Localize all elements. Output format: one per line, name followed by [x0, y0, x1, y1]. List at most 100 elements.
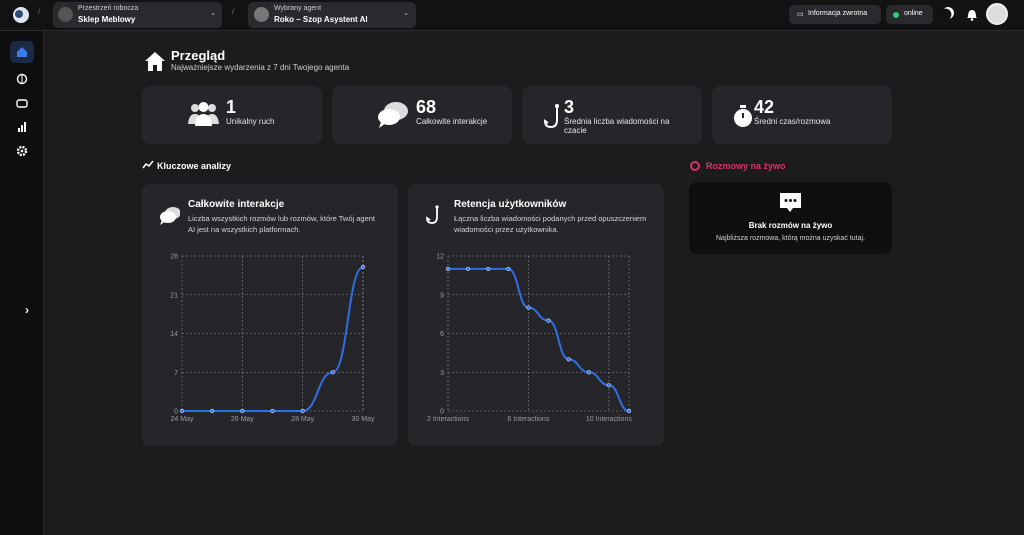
top-bar: / Przestrzeń robocza Sklep Meblowy ⌄ / W…	[0, 0, 1024, 31]
chart-plot: 0 7 14 21 28 24 May 26 May 28 May 30 May	[170, 254, 375, 424]
stat-value: 1	[226, 97, 237, 117]
separator: /	[232, 9, 234, 16]
x-tick-label: 30 May	[352, 416, 375, 423]
chart-title: Retencja użytkowników	[454, 199, 567, 210]
stat-card: 3 Średnia liczba wiadomości na czacie	[522, 86, 702, 144]
chart-icon	[160, 207, 180, 225]
chevron: ⌄	[403, 10, 409, 17]
chat-icon	[780, 193, 801, 212]
expand-sidebar[interactable]: ›	[25, 303, 29, 317]
y-tick-label: 28	[170, 254, 178, 261]
data-point	[360, 264, 366, 270]
chart-card: Retencja użytkowników Łączna liczba wiado…	[408, 184, 664, 446]
stat-label: Średni czas/rozmowa	[754, 117, 831, 126]
separator: /	[38, 9, 40, 16]
workspace-select[interactable]: Przestrzeń robocza Sklep Meblowy ⌄	[53, 2, 222, 28]
chart-plot: 0 3 6 9 12 2 Interactions 6 Interactions 10 Int…	[427, 254, 632, 424]
feedback-icon: ▭	[797, 11, 804, 18]
y-tick-label: 14	[170, 331, 178, 338]
user-avatar[interactable]	[986, 3, 1008, 25]
live-empty-title: Brak rozmów na żywo	[748, 221, 833, 230]
data-point	[566, 357, 571, 362]
data-point	[606, 383, 611, 388]
stat-label: Całkowite interakcje	[416, 117, 488, 126]
x-tick-label: 28 May	[291, 416, 314, 423]
nav-stats[interactable]	[15, 120, 29, 134]
workspace-label: Przestrzeń robocza	[78, 5, 139, 12]
agent-avatar	[254, 7, 269, 22]
live-empty-text: Najbliższa rozmowa, którą można uzyskać …	[716, 235, 865, 242]
workspace-avatar	[58, 7, 73, 22]
stat-value: 3	[564, 97, 575, 117]
chart-subtitle: Łączna liczba wiadomości podanych przed …	[454, 214, 647, 234]
page-subtitle: Najważniejsze wydarzenia z 7 dni Twojego…	[171, 63, 350, 72]
data-point	[300, 408, 305, 414]
data-point	[526, 305, 531, 310]
data-point	[240, 408, 245, 414]
data-point	[586, 370, 591, 375]
y-tick-label: 6	[440, 331, 444, 338]
data-point	[626, 408, 632, 414]
y-tick-label: 7	[174, 370, 178, 377]
nav-agent[interactable]	[15, 96, 29, 110]
data-point	[270, 408, 275, 414]
feedback-button[interactable]: ▭ Informacja zwrotna	[789, 5, 881, 24]
data-point	[330, 370, 335, 375]
chart-title: Całkowite interakcje	[188, 199, 285, 210]
agent-select[interactable]: Wybrany agent Roko – Szop Asystent AI ⌄	[248, 2, 416, 28]
y-tick-label: 12	[436, 254, 444, 261]
agent-name: Roko – Szop Asystent AI	[274, 15, 368, 24]
x-tick-label: 10 Interactions	[586, 416, 632, 423]
data-point	[210, 408, 215, 414]
series-line	[181, 266, 364, 412]
y-tick-label: 0	[174, 409, 178, 416]
workspace-name: Sklep Meblowy	[78, 15, 136, 24]
chart-card: Całkowite interakcje Liczba wszystkich ro…	[142, 184, 398, 446]
y-tick-label: 0	[440, 409, 444, 416]
feedback-label: Informacja zwrotna	[808, 10, 868, 17]
stat-icon	[378, 102, 408, 128]
chevron: ⌄	[210, 10, 216, 17]
live-card: Brak rozmów na żywo Najbliższa rozmowa, …	[689, 182, 892, 254]
nav-settings[interactable]	[15, 144, 29, 158]
data-point	[179, 408, 185, 414]
page-title: Przegląd	[171, 48, 226, 63]
data-point	[506, 266, 511, 272]
chart-icon	[426, 205, 439, 224]
x-tick-label: 2 Interactions	[427, 416, 470, 423]
nav-home[interactable]	[10, 41, 34, 63]
stat-label: Unikalny ruch	[226, 117, 275, 126]
overview-icon	[145, 52, 165, 71]
analytics-icon	[142, 160, 154, 169]
live-icon	[690, 161, 700, 171]
status-dot	[893, 12, 899, 18]
stat-label: Średnia liczba wiadomości na czacie	[564, 117, 670, 135]
stat-card: 68 Całkowite interakcje	[332, 86, 512, 144]
analytics-title: Kluczowe analizy	[157, 161, 232, 171]
stat-value: 68	[416, 97, 437, 117]
y-tick-label: 3	[440, 370, 444, 377]
x-tick-label: 6 Interactions	[507, 416, 550, 423]
y-tick-label: 9	[440, 292, 444, 299]
stat-value: 42	[754, 97, 775, 117]
sidebar: ›	[0, 31, 44, 535]
stat-card: 42 Średni czas/rozmowa	[712, 86, 892, 144]
status-badge[interactable]: online	[886, 5, 933, 24]
data-point	[466, 266, 471, 272]
live-title: Rozmowy na żywo	[706, 161, 786, 171]
stat-card: 1 Unikalny ruch	[142, 86, 322, 144]
data-point	[486, 266, 491, 272]
stat-icon	[734, 105, 752, 127]
agent-label: Wybrany agent	[274, 5, 322, 12]
theme-toggle[interactable]	[940, 5, 956, 21]
stat-icon	[188, 102, 219, 126]
chart-subtitle: Liczba wszystkich rozmów lub rozmów, któ…	[188, 214, 376, 234]
data-point	[445, 266, 451, 272]
home-icon	[17, 47, 27, 57]
nav-insights[interactable]	[15, 72, 29, 86]
x-tick-label: 26 May	[231, 416, 254, 423]
notifications[interactable]	[966, 8, 978, 21]
y-tick-label: 21	[170, 292, 178, 299]
x-tick-label: 24 May	[171, 416, 194, 423]
